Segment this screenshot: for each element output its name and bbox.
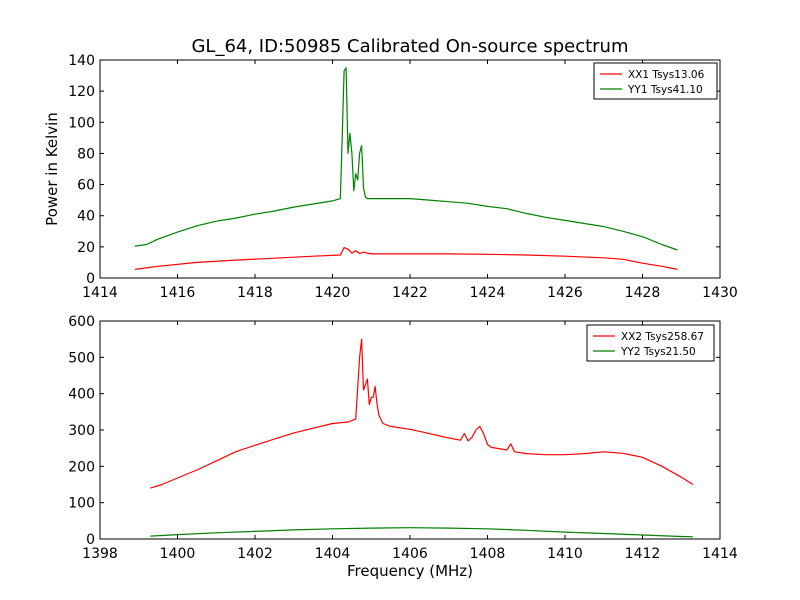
- x-tick-label: 1416: [160, 285, 196, 301]
- legend-box: [586, 324, 715, 362]
- y-tick-label: 0: [86, 532, 95, 548]
- y-tick-label: 500: [68, 350, 95, 366]
- x-tick-label: 1414: [82, 285, 118, 301]
- x-tick-label: 1414: [702, 546, 738, 562]
- y-tick-label: 20: [77, 240, 95, 256]
- x-axis-label: Frequency (MHz): [347, 562, 473, 580]
- x-tick-label: 1406: [392, 546, 428, 562]
- legend-entry: YY2 Tsys21.50: [620, 346, 696, 358]
- y-tick-label: 80: [77, 146, 95, 162]
- x-tick-label: 1428: [625, 285, 661, 301]
- y-tick-label: 400: [68, 387, 95, 403]
- x-tick-label: 1398: [82, 546, 118, 562]
- x-tick-label: 1402: [237, 546, 273, 562]
- series-line-2: [150, 527, 693, 538]
- chart-1: 1414 1416 1418 1420 1422 1424 1426 1428 1430 0 20 4…: [43, 36, 738, 301]
- y-tick-label: 0: [86, 271, 95, 287]
- y-tick-label: 100: [68, 115, 95, 131]
- y-tick-label: 200: [68, 459, 95, 475]
- x-tick-label: 1410: [547, 546, 583, 562]
- legend-entry: YY1 Tsys41.10: [627, 84, 703, 96]
- y-tick-label: 300: [68, 423, 95, 439]
- y-axis-label: Power in Kelvin: [43, 112, 61, 226]
- x-tick-label: 1404: [315, 546, 351, 562]
- x-tick-label: 1418: [237, 285, 273, 301]
- legend: XX1 Tsys13.06 YY1 Tsys41.10: [593, 62, 718, 100]
- x-tick-label: 1424: [470, 285, 506, 301]
- x-tick-label: 1412: [625, 546, 661, 562]
- x-tick-label: 1430: [702, 285, 738, 301]
- y-tick-label: 140: [68, 53, 95, 69]
- y-tick-label: 60: [77, 178, 95, 194]
- series-line-2: [134, 67, 678, 251]
- y-tick-label: 100: [68, 496, 95, 512]
- x-tick-label: 1426: [547, 285, 583, 301]
- x-tick-label: 1420: [315, 285, 351, 301]
- legend-box: [593, 62, 718, 100]
- x-tick-label: 1400: [160, 546, 196, 562]
- chart-2: 1398 1400 1402 1404 1406 1408 1410 1412 1414 0 100…: [68, 314, 738, 580]
- legend-entry: XX2 Tsys258.67: [621, 331, 704, 343]
- y-tick-label: 40: [77, 209, 95, 225]
- x-tick-label: 1422: [392, 285, 428, 301]
- legend: XX2 Tsys258.67 YY2 Tsys21.50: [586, 324, 715, 362]
- y-tick-label: 120: [68, 84, 95, 100]
- series-line-1: [150, 338, 694, 489]
- x-tick-label: 1408: [470, 546, 506, 562]
- legend-entry: XX1 Tsys13.06: [628, 69, 705, 81]
- y-tick-label: 600: [68, 314, 95, 330]
- chart-title: GL_64, ID:50985 Calibrated On-source spe…: [191, 36, 628, 57]
- series-line-1: [134, 247, 678, 270]
